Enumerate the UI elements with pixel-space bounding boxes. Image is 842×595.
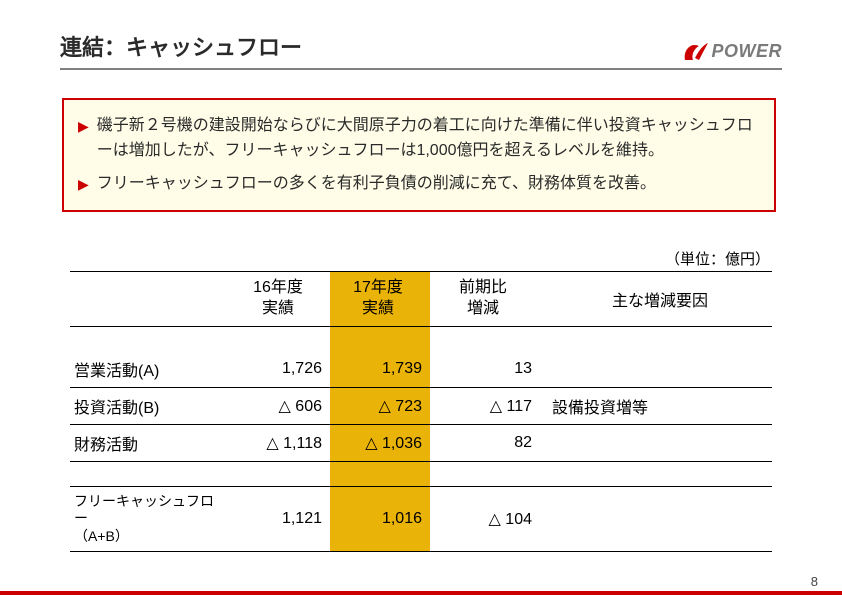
row-label: 営業活動(A): [70, 351, 230, 387]
logo-mark-icon: [681, 40, 709, 62]
row-label-l2: （A+B）: [74, 528, 226, 546]
table-header-row: 16年度 実績 17年度 実績 前期比 増減 主な増減要因: [70, 271, 772, 327]
col-diff-header-l1: 前期比: [459, 278, 507, 299]
cell-reason: [540, 487, 772, 552]
header: 連結：キャッシュフロー POWER: [60, 30, 782, 70]
col-reason-header: 主な増減要因: [540, 272, 772, 326]
row-label: 財務活動: [70, 425, 230, 461]
logo: POWER: [681, 40, 782, 62]
row-label-l1: フリーキャッシュフロー: [74, 493, 226, 528]
cell-fy16: 1,121: [230, 487, 330, 552]
page-title: 連結：キャッシュフロー: [60, 30, 302, 62]
cell-diff: 13: [430, 351, 540, 387]
col-fy16-header-l2: 実績: [262, 299, 294, 320]
row-label: フリーキャッシュフロー （A+B）: [70, 487, 230, 552]
col-fy17-header-l1: 17年度: [353, 278, 403, 299]
callout-item: ▶ 磯子新２号機の建設開始ならびに大間原子力の着工に向けた準備に伴い投資キャッシ…: [78, 114, 756, 164]
table-row: 投資活動(B) △ 606 △ 723 △ 117 設備投資増等: [70, 388, 772, 425]
col-label: [70, 272, 230, 326]
table-row: 営業活動(A) 1,726 1,739 13: [70, 351, 772, 388]
spacer: [70, 327, 772, 351]
cell-diff: △ 104: [430, 487, 540, 552]
bullet-icon: ▶: [78, 172, 89, 191]
cell-fy17: △ 1,036: [330, 425, 430, 461]
callout-item: ▶ フリーキャッシュフローの多くを有利子負債の削減に充て、財務体質を改善。: [78, 172, 756, 197]
cell-reason: [540, 351, 772, 387]
cell-fy16: 1,726: [230, 351, 330, 387]
logo-text: POWER: [711, 41, 782, 62]
col-diff-header-l2: 増減: [467, 299, 499, 320]
cell-fy16: △ 1,118: [230, 425, 330, 461]
callout-text: フリーキャッシュフローの多くを有利子負債の削減に充て、財務体質を改善。: [97, 172, 656, 197]
spacer: [70, 462, 772, 486]
footer-accent-bar: [0, 591, 842, 595]
table-row: 財務活動 △ 1,118 △ 1,036 82: [70, 425, 772, 462]
col-fy16-header: 16年度 実績: [230, 272, 330, 326]
cashflow-table: 16年度 実績 17年度 実績 前期比 増減 主な増減要因 営業活動(A) 1,…: [70, 271, 772, 552]
col-diff-header: 前期比 増減: [430, 272, 540, 326]
cell-diff: 82: [430, 425, 540, 461]
unit-label: （単位：億円）: [60, 248, 772, 269]
cell-fy17: 1,739: [330, 351, 430, 387]
cell-reason: 設備投資増等: [540, 388, 772, 424]
callout-box: ▶ 磯子新２号機の建設開始ならびに大間原子力の着工に向けた準備に伴い投資キャッシ…: [62, 98, 776, 212]
col-fy16-header-l1: 16年度: [253, 278, 303, 299]
cell-fy17: 1,016: [330, 487, 430, 552]
col-fy17-header: 17年度 実績: [330, 272, 430, 326]
col-fy17-header-l2: 実績: [362, 299, 394, 320]
callout-text: 磯子新２号機の建設開始ならびに大間原子力の着工に向けた準備に伴い投資キャッシュフ…: [97, 114, 756, 164]
row-label: 投資活動(B): [70, 388, 230, 424]
table-footer-row: フリーキャッシュフロー （A+B） 1,121 1,016 △ 104: [70, 486, 772, 553]
page-number: 8: [811, 574, 818, 589]
cell-fy17: △ 723: [330, 388, 430, 424]
cell-diff: △ 117: [430, 388, 540, 424]
bullet-icon: ▶: [78, 114, 89, 133]
cell-reason: [540, 425, 772, 461]
cell-fy16: △ 606: [230, 388, 330, 424]
